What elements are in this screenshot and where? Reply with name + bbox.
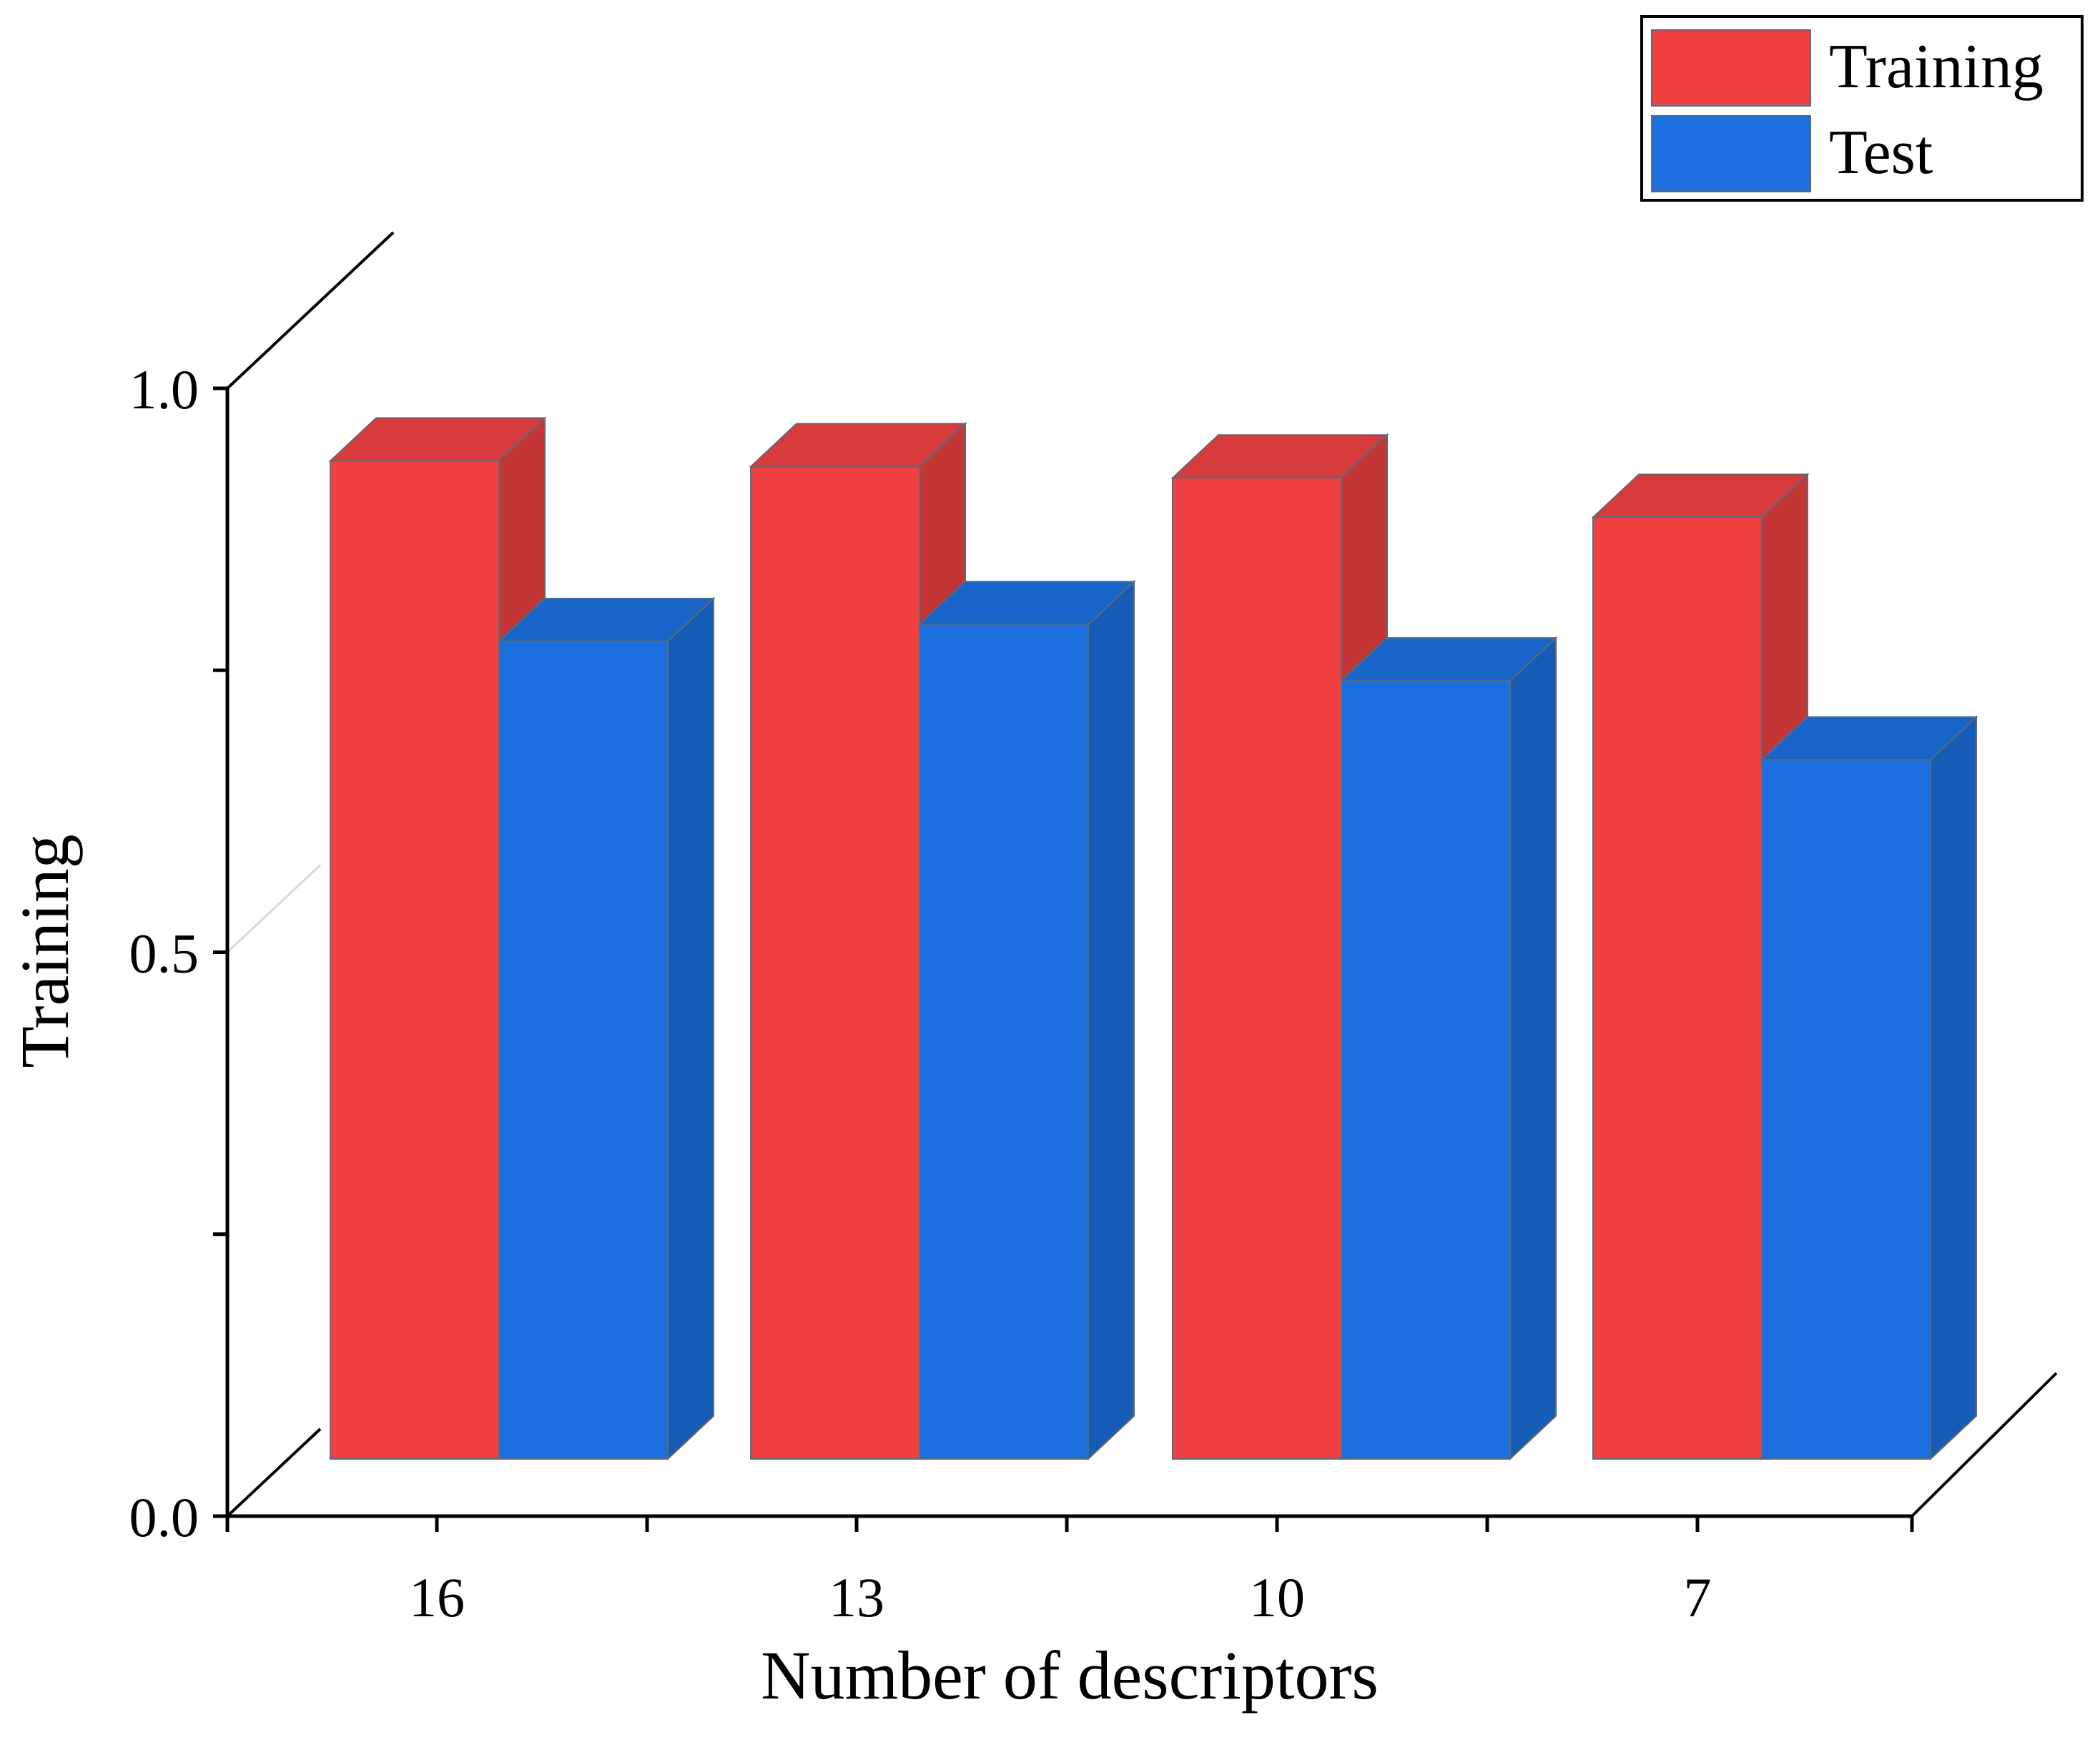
- bar-test-16: [497, 596, 716, 1461]
- bar-side-face: [667, 596, 714, 1461]
- legend-label-training: Training: [1829, 32, 2044, 102]
- frame-bottom-left-depth: [226, 1427, 322, 1518]
- x-tick-label: 16: [409, 1566, 465, 1628]
- chart-3d-frame: [226, 231, 2058, 1518]
- frame-mid-depth: [226, 864, 322, 953]
- bar-side-face: [1930, 715, 1977, 1461]
- legend: Training Test: [1640, 15, 2084, 202]
- legend-swatch-test: [1651, 115, 1811, 192]
- y-axis-title: Training: [6, 834, 83, 1068]
- x-tick-label: 13: [829, 1566, 884, 1628]
- y-tick-label: 0.5: [129, 923, 199, 985]
- axes-group: 0.0 0.5 1.0 16 13 10 7 Number of descriptors Tra…: [6, 358, 1914, 1714]
- x-tick-label: 10: [1249, 1566, 1305, 1628]
- x-tick-label: 7: [1684, 1566, 1712, 1628]
- y-tick-label: 0.0: [129, 1486, 199, 1548]
- legend-label-test: Test: [1829, 118, 1933, 187]
- bar-test-7: [1760, 715, 1978, 1461]
- bar-front-face: [498, 640, 669, 1460]
- bar-front-face: [1172, 477, 1342, 1460]
- y-tick-label: 1.0: [129, 358, 199, 421]
- frame-top-left-depth: [226, 231, 395, 390]
- bar-front-face: [919, 624, 1089, 1460]
- bar-test-10: [1339, 636, 1558, 1461]
- frame-bottom-right-depth: [1911, 1372, 2058, 1518]
- bar-front-face: [1761, 759, 1931, 1460]
- bar-test-13: [917, 579, 1136, 1461]
- bars-group: [328, 416, 1978, 1461]
- bar-front-face: [1341, 680, 1511, 1460]
- bar-side-face: [1509, 636, 1557, 1461]
- bar-side-face: [1088, 579, 1135, 1461]
- bar-front-face: [1592, 516, 1763, 1460]
- bar-front-face: [330, 460, 500, 1460]
- x-axis-title: Number of descriptors: [761, 1637, 1379, 1714]
- legend-swatch-training: [1651, 29, 1811, 107]
- bar-front-face: [750, 466, 920, 1460]
